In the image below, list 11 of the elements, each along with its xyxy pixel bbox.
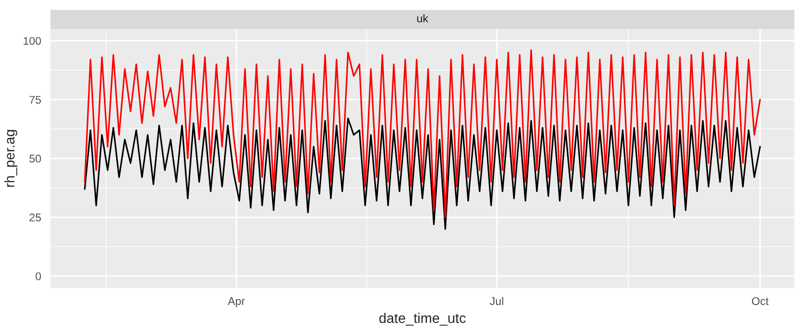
- x-axis-title: date_time_utc: [379, 312, 466, 326]
- x-tick-label: Oct: [752, 297, 769, 306]
- x-tick-label: Apr: [228, 297, 245, 308]
- y-tick-label: 25: [30, 214, 41, 222]
- y-axis-title: rh_per.ag: [4, 130, 18, 187]
- chart-title: uk: [417, 14, 428, 22]
- y-tick-label: 100: [24, 36, 41, 45]
- x-tick-label: Jul: [490, 296, 504, 306]
- y-tick-label: 0: [36, 272, 41, 280]
- y-tick-label: 75: [30, 96, 41, 104]
- y-tick-label: 50: [29, 154, 41, 163]
